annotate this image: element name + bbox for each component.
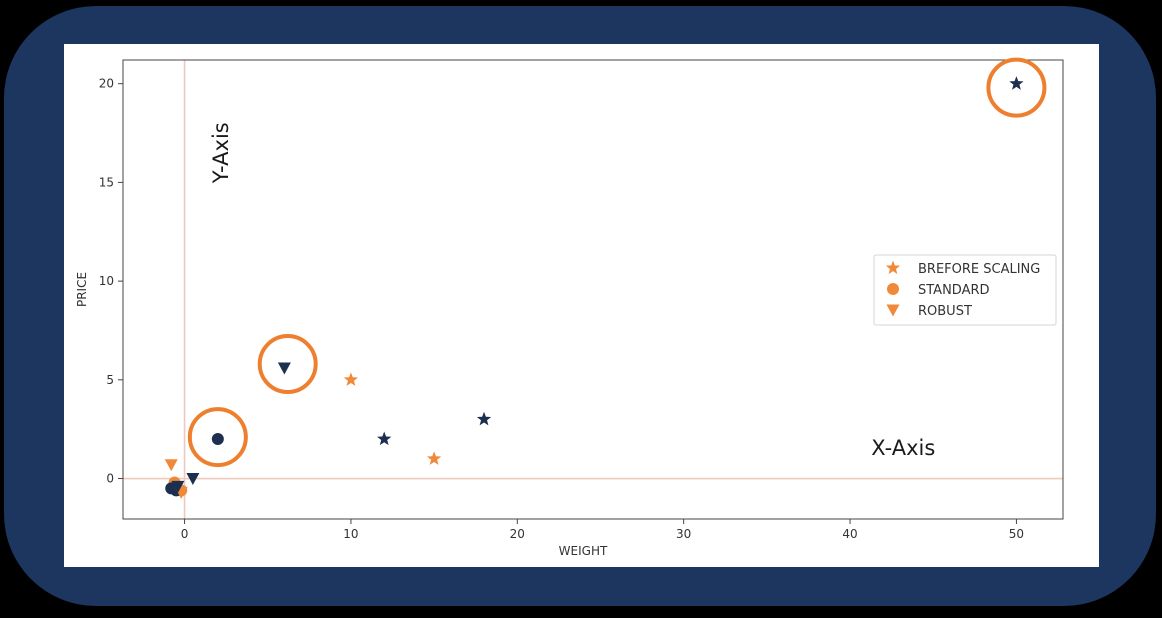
data-points bbox=[164, 76, 1024, 499]
legend-label: STANDARD bbox=[918, 283, 990, 298]
axis-annotation-label: X-Axis bbox=[871, 436, 935, 460]
data-point-triangle bbox=[186, 473, 200, 486]
data-point-star bbox=[426, 451, 442, 465]
x-tick-label: 10 bbox=[343, 527, 358, 541]
x-tick-label: 30 bbox=[676, 527, 691, 541]
data-point-circle bbox=[887, 283, 899, 295]
y-tick-label: 20 bbox=[99, 77, 114, 91]
legend-label: ROBUST bbox=[918, 304, 972, 319]
data-point-star bbox=[377, 431, 392, 446]
plot-area-frame bbox=[122, 59, 1064, 520]
chart-panel: 0 10 20 30 40 50 0 5 10 15 20 WEIGHT PRICE Y-Axis X-Ax… bbox=[64, 44, 1099, 567]
data-point-star bbox=[343, 372, 359, 386]
y-axis-title: PRICE bbox=[75, 272, 89, 307]
y-tick-label: 10 bbox=[99, 274, 114, 288]
y-tick-label: 15 bbox=[99, 175, 114, 189]
x-axis-title: WEIGHT bbox=[559, 544, 608, 558]
data-point-triangle bbox=[886, 304, 900, 317]
data-point-triangle bbox=[277, 362, 291, 375]
x-tick-label: 40 bbox=[842, 527, 857, 541]
axis-annotation-label: Y-Axis bbox=[209, 122, 233, 184]
legend-label: BREFORE SCALING bbox=[918, 262, 1040, 277]
x-tick-label: 0 bbox=[181, 527, 189, 541]
data-point-star bbox=[885, 260, 901, 275]
legend-box bbox=[873, 254, 1057, 326]
y-tick-label: 5 bbox=[106, 373, 114, 387]
x-tick-label: 50 bbox=[1009, 527, 1024, 541]
scatter-chart: 0 10 20 30 40 50 0 5 10 15 20 WEIGHT PRICE Y-Axis X-Ax… bbox=[75, 57, 1064, 558]
highlight-circle bbox=[986, 57, 1047, 118]
data-point-star bbox=[476, 411, 492, 426]
y-tick-label: 0 bbox=[106, 472, 114, 486]
highlight-circle bbox=[187, 407, 248, 468]
highlight-circle bbox=[257, 334, 318, 395]
data-point-triangle bbox=[164, 459, 178, 472]
data-point-triangle bbox=[171, 480, 185, 493]
x-tick-label: 20 bbox=[510, 527, 525, 541]
data-point-circle bbox=[211, 433, 224, 446]
data-point-star bbox=[1009, 76, 1024, 90]
